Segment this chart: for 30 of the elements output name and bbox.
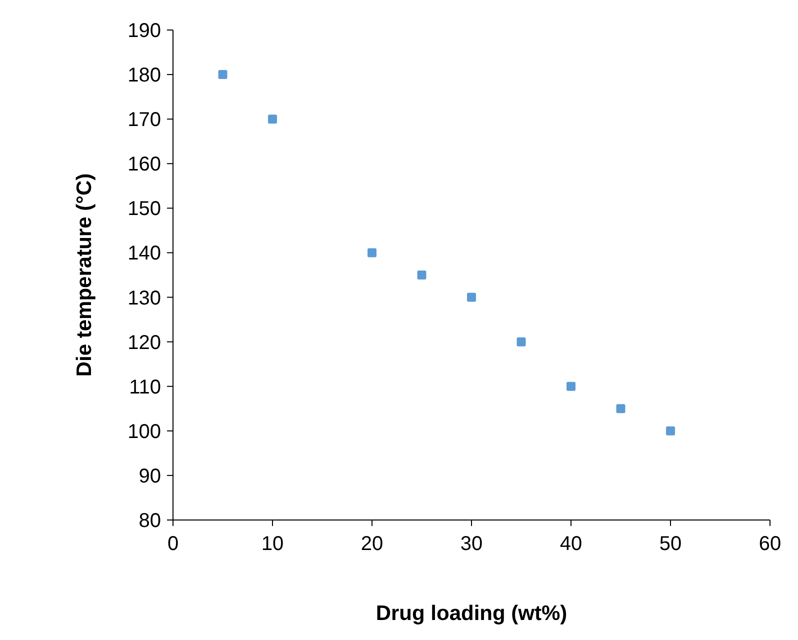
point [666, 426, 675, 436]
x-axis-title: Drug loading (wt%) [376, 602, 568, 625]
x-tick-label: 30 [460, 533, 483, 555]
y-tick-label: 140 [128, 242, 161, 265]
x-tick-label: 60 [758, 533, 782, 555]
y-tick-label: 80 [138, 510, 161, 532]
y-tick-label: 150 [128, 198, 161, 220]
point [218, 70, 228, 80]
y-tick-label: 190 [128, 20, 161, 42]
y-tick-label: 130 [128, 287, 161, 310]
point [417, 270, 426, 280]
y-axis-title: Die temperature (°C) [73, 173, 96, 377]
point [566, 382, 576, 391]
x-tick-label: 40 [560, 533, 582, 555]
x-tick-label: 50 [659, 533, 682, 555]
y-tick-label: 170 [128, 109, 161, 132]
point [616, 404, 626, 414]
y-tick-label: 120 [128, 332, 161, 354]
point [368, 248, 376, 258]
x-tick-label: 20 [360, 533, 384, 555]
point [516, 337, 526, 346]
y-tick-label: 180 [128, 64, 161, 87]
x-tick-label: 0 [167, 533, 179, 555]
y-tick-label: 90 [138, 465, 161, 488]
y-tick-label: 100 [128, 420, 161, 443]
point [268, 114, 277, 124]
x-tick-label: 10 [261, 533, 284, 555]
point [467, 292, 476, 302]
y-tick-label: 110 [129, 376, 161, 398]
y-tick-label: 160 [128, 154, 161, 176]
